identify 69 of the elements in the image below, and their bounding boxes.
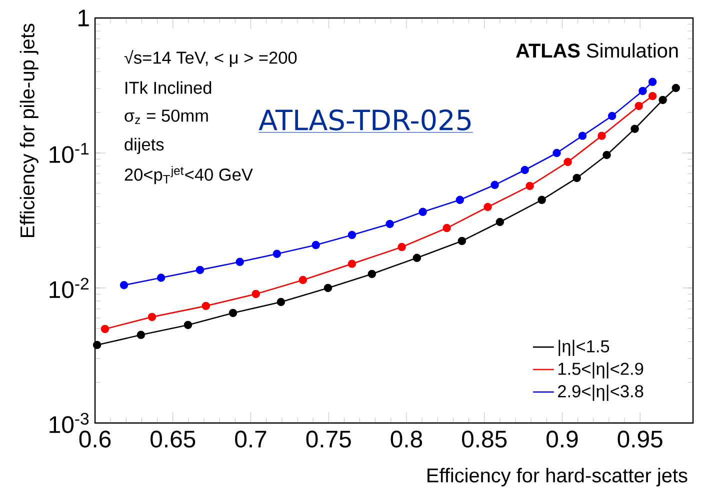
point xyxy=(324,284,332,292)
point xyxy=(630,124,639,133)
x-tick-label: 0.95 xyxy=(618,430,662,448)
x-tick-label: 0.9 xyxy=(546,430,578,448)
annotation: ITk Inclined xyxy=(126,81,212,94)
point xyxy=(538,196,546,204)
point xyxy=(276,298,286,306)
point xyxy=(136,330,146,340)
point xyxy=(348,260,356,268)
point xyxy=(228,308,238,318)
x-tick-label: 0.8 xyxy=(390,430,422,448)
point xyxy=(578,132,587,140)
point xyxy=(458,236,466,246)
point xyxy=(184,320,192,330)
point xyxy=(496,218,504,226)
point xyxy=(398,242,406,252)
point xyxy=(602,150,611,160)
point xyxy=(484,202,492,212)
point xyxy=(298,276,308,284)
point xyxy=(672,84,680,92)
legend-label: 2.9<|η|<3.8 xyxy=(558,384,644,401)
point xyxy=(572,174,581,182)
x-tick-label: 0.65 xyxy=(150,430,196,448)
point xyxy=(552,148,561,158)
point xyxy=(526,182,534,190)
point xyxy=(202,302,210,310)
point xyxy=(608,112,616,120)
point xyxy=(648,78,657,86)
legend-label: 1.5<|η|<2.9 xyxy=(558,362,644,378)
annotation: √s=14 TeV, < μ > =200 xyxy=(124,50,297,67)
annotation: dijets xyxy=(124,138,164,154)
point xyxy=(648,92,657,100)
point xyxy=(598,132,606,140)
point xyxy=(312,240,320,250)
point xyxy=(386,220,394,228)
point xyxy=(564,158,572,166)
point xyxy=(442,224,451,232)
legend-label: |η|<1.5 xyxy=(558,340,610,356)
point xyxy=(156,274,166,282)
annotation: 20<p$_{T}$$^{jet}$<40 GeV xyxy=(124,166,253,184)
point xyxy=(520,166,529,174)
point xyxy=(348,230,356,240)
x-axis-title: Efficiency for hard-scatter jets xyxy=(428,468,688,486)
y-tick-label: 10$^{-2}$ xyxy=(50,278,88,298)
point xyxy=(120,281,128,290)
y-axis-title: Efficiency for pile-up jets xyxy=(20,24,38,237)
annotation: ATLAS-TDR-025 xyxy=(258,109,471,130)
point xyxy=(412,254,422,262)
point xyxy=(100,324,110,334)
point xyxy=(236,258,244,266)
point xyxy=(148,312,156,322)
annotation: σ$_{z}$ = 50mm xyxy=(124,110,208,124)
point xyxy=(490,180,499,190)
annotation: ATLAS Simulation xyxy=(516,43,678,58)
point xyxy=(456,196,464,204)
point xyxy=(418,208,427,216)
point xyxy=(634,102,643,110)
point xyxy=(638,86,647,96)
y-tick-label: 10$^{-1}$ xyxy=(50,142,89,164)
point xyxy=(368,270,376,278)
x-tick-label: 0.85 xyxy=(462,430,507,448)
point xyxy=(272,250,282,258)
point xyxy=(92,340,102,350)
x-tick-label: 0.75 xyxy=(306,430,351,448)
y-tick-label: 1 xyxy=(78,10,89,26)
point xyxy=(252,290,260,298)
x-tick-label: 0.7 xyxy=(235,430,266,448)
point xyxy=(196,266,204,274)
point xyxy=(658,96,667,104)
